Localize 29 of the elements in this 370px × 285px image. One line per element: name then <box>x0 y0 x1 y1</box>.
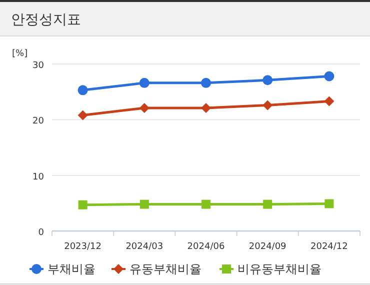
x-tick-label: 2023/12 <box>64 242 102 252</box>
point <box>202 200 210 209</box>
point <box>78 110 88 120</box>
point <box>262 75 273 86</box>
y-tick-label: 10 <box>32 172 44 182</box>
point <box>263 200 272 209</box>
point <box>201 102 211 113</box>
y-tick-label: 20 <box>32 116 44 127</box>
legend-label: 비유동부채비율 <box>238 262 322 276</box>
point <box>324 71 334 82</box>
point <box>324 199 334 208</box>
point <box>78 85 88 96</box>
y-axis-title: [%] <box>12 49 28 59</box>
point <box>262 100 273 110</box>
x-tick-label: 2024/09 <box>248 242 287 252</box>
point <box>324 96 334 106</box>
point <box>139 102 150 113</box>
chart-title: 안정성지표 <box>11 12 81 28</box>
point <box>139 78 150 88</box>
y-tick-label: 0 <box>38 228 44 238</box>
x-tick-label: 2024/06 <box>187 242 225 252</box>
point <box>201 78 211 88</box>
point <box>78 200 88 210</box>
legend-label: 부채비율 <box>48 262 96 276</box>
x-tick-label: 2024/03 <box>126 242 164 252</box>
point <box>140 200 149 209</box>
y-tick-label: 30 <box>32 61 44 71</box>
legend-label: 유동부채비율 <box>130 262 202 276</box>
x-tick-label: 2024/12 <box>310 242 348 252</box>
